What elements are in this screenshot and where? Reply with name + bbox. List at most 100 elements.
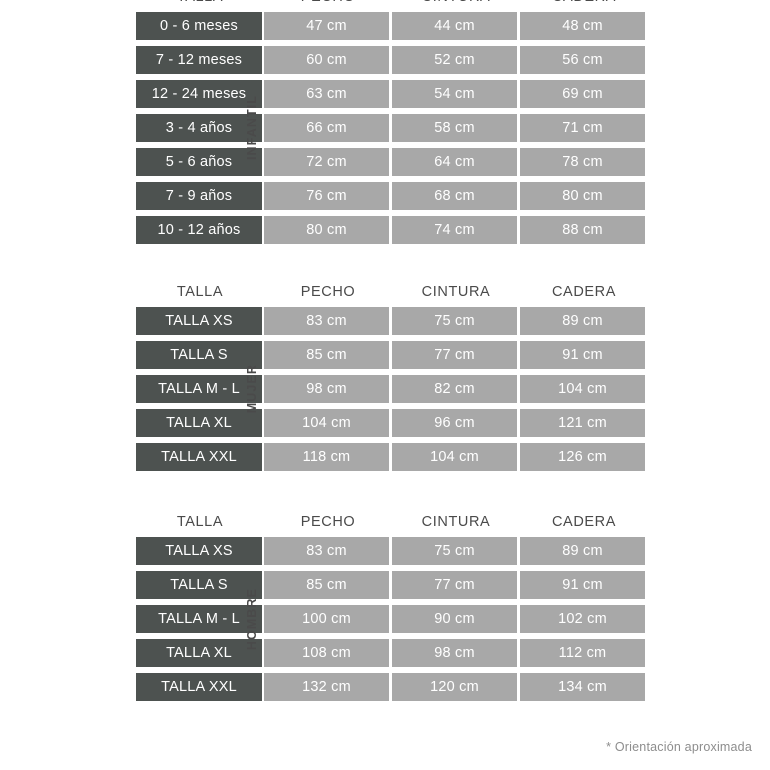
cell-talla: TALLA XL xyxy=(136,409,262,437)
column-header-row-infantil: TALLA PECHO CINTURA CADERA xyxy=(136,0,648,12)
size-table-mujer: TALLA PECHO CINTURA CADERA MUJER TALLA X… xyxy=(0,277,770,477)
cell-cintura: 52 cm xyxy=(392,46,517,74)
cell-pecho: 80 cm xyxy=(264,216,389,244)
cell-cadera: 104 cm xyxy=(520,375,645,403)
column-header-cadera: CADERA xyxy=(520,0,648,12)
cell-cintura: 82 cm xyxy=(392,375,517,403)
cell-cadera: 80 cm xyxy=(520,182,645,210)
cell-cintura: 75 cm xyxy=(392,307,517,335)
cell-talla: 12 - 24 meses xyxy=(136,80,262,108)
cell-talla: 0 - 6 meses xyxy=(136,12,262,40)
cell-cadera: 88 cm xyxy=(520,216,645,244)
cell-cintura: 58 cm xyxy=(392,114,517,142)
table-row: 12 - 24 meses 63 cm 54 cm 69 cm xyxy=(136,80,648,108)
cell-talla: 10 - 12 años xyxy=(136,216,262,244)
cell-pecho: 83 cm xyxy=(264,537,389,565)
table-body-infantil: INFANTIL 0 - 6 meses 47 cm 44 cm 48 cm 7… xyxy=(136,12,648,244)
table-row: TALLA M - L 98 cm 82 cm 104 cm xyxy=(136,375,648,403)
cell-cintura: 68 cm xyxy=(392,182,517,210)
cell-cintura: 98 cm xyxy=(392,639,517,667)
cell-cadera: 56 cm xyxy=(520,46,645,74)
cell-cadera: 102 cm xyxy=(520,605,645,633)
cell-cintura: 64 cm xyxy=(392,148,517,176)
cell-cintura: 44 cm xyxy=(392,12,517,40)
cell-pecho: 60 cm xyxy=(264,46,389,74)
table-row: TALLA XXL 132 cm 120 cm 134 cm xyxy=(136,673,648,701)
cell-pecho: 83 cm xyxy=(264,307,389,335)
table-row: 0 - 6 meses 47 cm 44 cm 48 cm xyxy=(136,12,648,40)
cell-talla: TALLA XXL xyxy=(136,443,262,471)
column-header-cintura: CINTURA xyxy=(421,514,491,530)
cell-pecho: 72 cm xyxy=(264,148,389,176)
column-header-cintura: CINTURA xyxy=(392,0,520,12)
cell-pecho: 85 cm xyxy=(264,571,389,599)
table-row: TALLA S 85 cm 77 cm 91 cm xyxy=(136,341,648,369)
column-header-talla: TALLA xyxy=(136,0,264,12)
table-row: 7 - 9 años 76 cm 68 cm 80 cm xyxy=(136,182,648,210)
column-header-cintura: CINTURA xyxy=(421,284,491,300)
cell-pecho: 108 cm xyxy=(264,639,389,667)
cell-cadera: 134 cm xyxy=(520,673,645,701)
table-row: 3 - 4 años 66 cm 58 cm 71 cm xyxy=(136,114,648,142)
footnote-text: * Orientación aproximada xyxy=(606,740,752,754)
table-row: TALLA XL 104 cm 96 cm 121 cm xyxy=(136,409,648,437)
cell-cadera: 89 cm xyxy=(520,537,645,565)
cell-cadera: 69 cm xyxy=(520,80,645,108)
cell-pecho: 104 cm xyxy=(264,409,389,437)
cell-cadera: 48 cm xyxy=(520,12,645,40)
cell-pecho: 132 cm xyxy=(264,673,389,701)
table-row: TALLA M - L 100 cm 90 cm 102 cm xyxy=(136,605,648,633)
cell-cadera: 71 cm xyxy=(520,114,645,142)
cell-cadera: 91 cm xyxy=(520,571,645,599)
table-row: TALLA XS 83 cm 75 cm 89 cm xyxy=(136,537,648,565)
table-row: 10 - 12 años 80 cm 74 cm 88 cm xyxy=(136,216,648,244)
cell-pecho: 98 cm xyxy=(264,375,389,403)
cell-cintura: 120 cm xyxy=(392,673,517,701)
table-row: 5 - 6 años 72 cm 64 cm 78 cm xyxy=(136,148,648,176)
table-row: TALLA XL 108 cm 98 cm 112 cm xyxy=(136,639,648,667)
cell-pecho: 47 cm xyxy=(264,12,389,40)
cell-cadera: 78 cm xyxy=(520,148,645,176)
column-header-pecho: PECHO xyxy=(300,514,356,530)
cell-talla: 7 - 12 meses xyxy=(136,46,262,74)
cell-cintura: 54 cm xyxy=(392,80,517,108)
cell-pecho: 100 cm xyxy=(264,605,389,633)
table-row: TALLA XXL 118 cm 104 cm 126 cm xyxy=(136,443,648,471)
column-header-row-mujer: TALLA PECHO CINTURA CADERA xyxy=(136,277,648,307)
table-row: 7 - 12 meses 60 cm 52 cm 56 cm xyxy=(136,46,648,74)
column-header-cadera: CADERA xyxy=(551,284,617,300)
cell-talla: 5 - 6 años xyxy=(136,148,262,176)
column-header-pecho: PECHO xyxy=(264,0,392,12)
cell-talla: TALLA M - L xyxy=(136,375,262,403)
cell-talla: 7 - 9 años xyxy=(136,182,262,210)
column-header-talla: TALLA xyxy=(176,514,224,530)
cell-cadera: 126 cm xyxy=(520,443,645,471)
cell-cadera: 121 cm xyxy=(520,409,645,437)
cell-talla: TALLA XS xyxy=(136,537,262,565)
size-table-hombre: TALLA PECHO CINTURA CADERA HOMBRE TALLA … xyxy=(0,507,770,707)
cell-cintura: 75 cm xyxy=(392,537,517,565)
cell-talla: TALLA S xyxy=(136,571,262,599)
cell-cadera: 89 cm xyxy=(520,307,645,335)
table-row: TALLA S 85 cm 77 cm 91 cm xyxy=(136,571,648,599)
cell-talla: TALLA XS xyxy=(136,307,262,335)
cell-pecho: 76 cm xyxy=(264,182,389,210)
table-body-hombre: HOMBRE TALLA XS 83 cm 75 cm 89 cm TALLA … xyxy=(136,537,648,701)
cell-pecho: 66 cm xyxy=(264,114,389,142)
cell-cintura: 77 cm xyxy=(392,571,517,599)
cell-talla: TALLA XL xyxy=(136,639,262,667)
size-table-infantil: TALLA PECHO CINTURA CADERA INFANTIL 0 - … xyxy=(0,0,770,250)
cell-cintura: 74 cm xyxy=(392,216,517,244)
cell-talla: TALLA XXL xyxy=(136,673,262,701)
column-header-talla: TALLA xyxy=(176,284,224,300)
cell-pecho: 85 cm xyxy=(264,341,389,369)
column-header-pecho: PECHO xyxy=(300,284,356,300)
table-row: TALLA XS 83 cm 75 cm 89 cm xyxy=(136,307,648,335)
cell-pecho: 63 cm xyxy=(264,80,389,108)
cell-talla: 3 - 4 años xyxy=(136,114,262,142)
cell-cintura: 90 cm xyxy=(392,605,517,633)
cell-cadera: 91 cm xyxy=(520,341,645,369)
cell-cadera: 112 cm xyxy=(520,639,645,667)
column-header-cadera: CADERA xyxy=(551,514,617,530)
